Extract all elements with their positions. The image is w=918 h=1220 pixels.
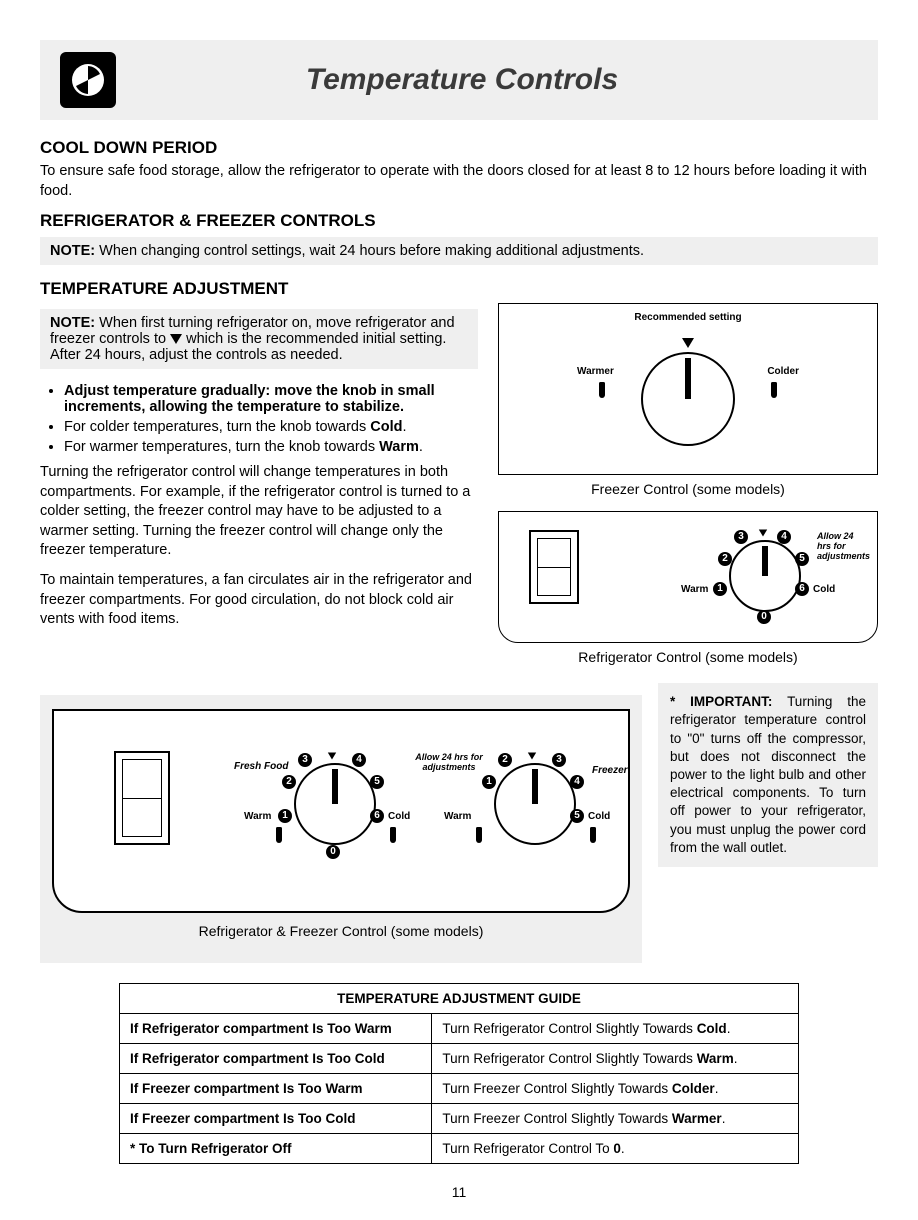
light-switch [529,530,579,604]
table-row: * To Turn Refrigerator Off Turn Refriger… [120,1134,799,1164]
num-4: 4 [352,753,366,767]
table-title: TEMPERATURE ADJUSTMENT GUIDE [120,984,799,1014]
adjustment-guide-table: TEMPERATURE ADJUSTMENT GUIDE If Refriger… [119,983,799,1164]
page-title: Temperature Controls [136,63,788,97]
dual-caption: Refrigerator & Freezer Control (some mod… [52,923,630,939]
num-1: 1 [482,775,496,789]
thermometer-icon [390,827,396,843]
section-controls-heading: REFRIGERATOR & FREEZER CONTROLS [40,211,878,231]
adjustment-bullets: Adjust temperature gradually: move the k… [40,383,478,455]
bullet-warmer: For warmer temperatures, turn the knob t… [64,439,478,455]
num-4: 4 [777,530,791,544]
allow24-label: Allow 24 hrs for adjustments [414,753,484,773]
rec-label: Recommended setting [634,312,741,323]
fresh-food-label: Fresh Food [234,761,288,772]
important-box: * IMPORTANT: Turning the refrigerator te… [658,683,878,867]
num-3: 3 [298,753,312,767]
para-circulation: To maintain temperatures, a fan circulat… [40,571,478,630]
warm-label: Warm [244,811,271,822]
brand-icon [60,52,116,108]
right-column: Recommended setting Warmer Colder Freeze… [498,303,878,679]
num-0: 0 [326,845,340,859]
dial-logo-icon [68,60,108,100]
table-row: If Refrigerator compartment Is Too Warm … [120,1014,799,1044]
left-column: NOTE: When first turning refrigerator on… [40,303,478,679]
triangle-down-icon [528,753,536,760]
freezer-knob [494,763,576,845]
fridge-caption: Refrigerator Control (some models) [498,649,878,665]
fridge-control-diagram: 2 3 4 5 6 1 0 Warm Cold Allow 24 hrs for… [498,511,878,643]
triangle-down-icon [682,338,694,348]
num-6: 6 [795,582,809,596]
fresh-food-knob [294,763,376,845]
freezer-control-diagram: Recommended setting Warmer Colder [498,303,878,475]
section-temp-adj-heading: TEMPERATURE ADJUSTMENT [40,279,878,299]
note-label: NOTE: [50,243,95,259]
num-5: 5 [795,552,809,566]
cold-label: Cold [388,811,410,822]
important-text: Turning the refrigerator temperature con… [670,694,866,855]
num-3: 3 [552,753,566,767]
thermometer-icon [599,382,605,398]
table-row: If Freezer compartment Is Too Warm Turn … [120,1074,799,1104]
light-switch [114,751,170,845]
header-bar: Temperature Controls [40,40,878,120]
thermometer-icon [771,382,777,398]
dual-control-diagram: Fresh Food 2 3 4 5 6 1 0 Warm Cold Allow… [52,709,630,913]
cold-label: Cold [588,811,610,822]
table-row: If Refrigerator compartment Is Too Cold … [120,1044,799,1074]
num-0: 0 [757,610,771,624]
cold-label: Cold [813,584,835,595]
important-label: * IMPORTANT: [670,694,772,709]
triangle-down-icon [170,334,182,344]
num-5: 5 [370,775,384,789]
warm-label: Warm [681,584,708,595]
freezer-caption: Freezer Control (some models) [498,481,878,497]
thermometer-icon [276,827,282,843]
allow24-label: Allow 24 hrs for adjustments [817,532,867,562]
table-row: If Freezer compartment Is Too Cold Turn … [120,1104,799,1134]
num-2: 2 [498,753,512,767]
num-3: 3 [734,530,748,544]
freezer-knob [641,352,735,446]
colder-label: Colder [767,366,799,377]
bullet-colder: For colder temperatures, turn the knob t… [64,419,478,435]
temp-adj-note: NOTE: When first turning refrigerator on… [40,309,478,369]
num-4: 4 [570,775,584,789]
num-1: 1 [713,582,727,596]
warmer-label: Warmer [577,366,614,377]
num-5: 5 [570,809,584,823]
controls-note: NOTE: When changing control settings, wa… [40,237,878,265]
page-number: 11 [40,1184,878,1200]
dual-diagram-wrap: Fresh Food 2 3 4 5 6 1 0 Warm Cold Allow… [40,695,642,963]
triangle-down-icon [759,530,767,537]
section-cooldown-heading: COOL DOWN PERIOD [40,138,878,158]
thermometer-icon [590,827,596,843]
warm-label: Warm [444,811,471,822]
num-2: 2 [282,775,296,789]
fridge-knob [729,540,801,612]
num-1: 1 [278,809,292,823]
bullet-gradual: Adjust temperature gradually: move the k… [64,383,478,415]
freezer-label: Freezer [592,765,628,776]
cooldown-body: To ensure safe food storage, allow the r… [40,162,878,201]
thermometer-icon [476,827,482,843]
para-compartments: Turning the refrigerator control will ch… [40,463,478,561]
num-6: 6 [370,809,384,823]
note-text: When changing control settings, wait 24 … [95,243,644,259]
triangle-down-icon [328,753,336,760]
note-label: NOTE: [50,315,95,331]
